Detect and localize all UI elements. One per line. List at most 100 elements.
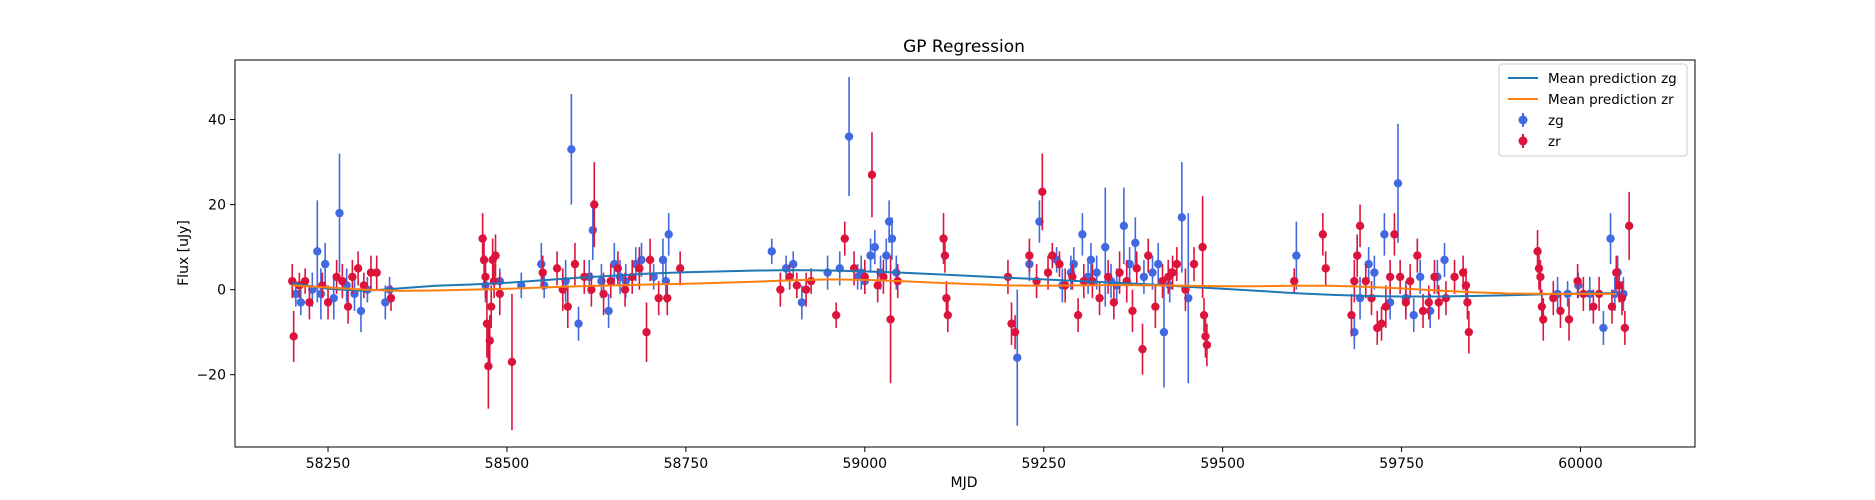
- zr-data-point: [1624, 221, 1634, 231]
- zr-data-point: [1617, 293, 1627, 303]
- zr-data-point: [538, 268, 547, 277]
- zr-data-point: [654, 293, 663, 303]
- zr-data-point: [642, 327, 651, 337]
- zg-data-point: [329, 293, 338, 303]
- zr-data-point: [332, 272, 341, 282]
- zr-data-point: [1361, 276, 1370, 286]
- zr-data-point: [840, 234, 849, 243]
- zr-data-point: [1355, 221, 1365, 231]
- zg-data-point: [1086, 255, 1096, 265]
- zg-data-point: [381, 298, 390, 307]
- chart-title: GP Regression: [903, 37, 1025, 57]
- zr-data-point: [1151, 302, 1160, 311]
- zr-data-point: [1198, 242, 1207, 252]
- zg-data-point: [664, 230, 673, 239]
- zr-data-point: [645, 255, 655, 265]
- zr-data-point: [359, 281, 369, 290]
- zg-data-point: [1092, 268, 1101, 277]
- zr-data-point: [831, 310, 841, 320]
- y-tick-label: 0: [217, 283, 226, 299]
- zr-data-point: [491, 251, 500, 260]
- zr-data-point: [873, 281, 882, 290]
- zr-data-point: [1395, 272, 1405, 282]
- zg-data-point: [574, 319, 583, 328]
- y-tick-label: 20: [208, 198, 226, 214]
- zg-data-point: [789, 259, 798, 269]
- y-tick-label: −20: [196, 368, 226, 384]
- zr-data-point: [1172, 259, 1182, 269]
- zr-data-point: [1534, 264, 1544, 273]
- zr-data-point: [1434, 298, 1443, 307]
- zg-data-point: [1415, 272, 1425, 282]
- zr-data-point: [1607, 302, 1617, 311]
- zr-data-point: [1441, 293, 1451, 303]
- legend-label-zg-line: Mean prediction zg: [1548, 71, 1677, 87]
- zg-data-point: [604, 306, 613, 316]
- zr-data-point: [305, 298, 314, 307]
- zr-data-point: [1450, 272, 1459, 282]
- zr-data-point: [552, 264, 562, 273]
- zr-data-point: [1612, 268, 1621, 277]
- zr-data-point: [886, 315, 895, 324]
- zr-data-point: [1589, 302, 1598, 311]
- zg-data-point: [291, 289, 301, 299]
- zr-data-point: [1620, 323, 1630, 333]
- zg-data-point: [844, 132, 854, 141]
- zg-data-point: [1119, 221, 1129, 231]
- zg-data-point: [296, 298, 306, 307]
- zr-data-point: [1424, 298, 1433, 307]
- zr-data-point: [792, 281, 802, 290]
- zr-data-point: [1352, 251, 1362, 260]
- zr-data-point: [1048, 251, 1057, 260]
- zr-data-point: [1413, 251, 1422, 260]
- zr-data-point: [943, 310, 953, 320]
- zr-data-point: [1202, 340, 1212, 350]
- zg-data-point: [1409, 310, 1418, 320]
- x-tick-label: 59000: [843, 456, 888, 472]
- zr-data-point: [806, 276, 816, 286]
- zr-data-point: [1321, 264, 1330, 273]
- zr-data-point: [663, 293, 672, 303]
- zr-data-point: [635, 264, 644, 273]
- zr-data-point: [587, 285, 596, 294]
- zr-data-point: [1128, 306, 1137, 316]
- zg-data-point: [335, 208, 344, 218]
- zr-data-point: [1038, 187, 1047, 197]
- zr-data-point: [570, 259, 580, 269]
- zr-data-point: [1115, 268, 1124, 277]
- x-tick-label: 58500: [485, 456, 530, 472]
- zr-data-point: [1539, 315, 1548, 324]
- zr-data-point: [372, 268, 381, 277]
- zr-data-point: [507, 357, 517, 367]
- zr-data-point: [1556, 306, 1565, 316]
- zr-data-point: [495, 289, 505, 299]
- zr-data-point: [1010, 327, 1020, 337]
- zg-data-point: [1292, 251, 1301, 260]
- zr-data-point: [1401, 298, 1411, 307]
- zr-data-point: [1132, 264, 1141, 273]
- legend-label-zr: zr: [1548, 134, 1561, 150]
- zr-data-point: [484, 361, 493, 371]
- zg-data-point: [320, 259, 330, 269]
- mean-prediction-zr-line: [292, 278, 1617, 295]
- zr-data-point: [323, 298, 333, 307]
- y-axis-label: Flux [uJy]: [176, 220, 192, 286]
- zg-data-point: [1599, 323, 1608, 333]
- y-tick-label: 40: [208, 113, 226, 129]
- x-axis: 58250 58500 58750 59000 59250 59500 59750 60000: [306, 447, 1603, 472]
- zr-data-point: [1564, 315, 1574, 324]
- zg-data-point: [1101, 242, 1110, 252]
- zg-data-point: [588, 225, 598, 235]
- zg-data-point: [767, 247, 776, 256]
- x-tick-label: 60000: [1558, 456, 1603, 472]
- zr-data-point: [940, 251, 950, 260]
- zg-data-point: [797, 298, 807, 307]
- zr-data-point: [776, 285, 785, 294]
- zr-data-point: [1103, 272, 1113, 282]
- zg-data-point: [870, 242, 880, 252]
- zg-data-point: [1425, 306, 1435, 316]
- zr-data-point: [939, 234, 948, 243]
- zg-data-point: [1078, 230, 1087, 239]
- zr-data-point: [1318, 230, 1328, 239]
